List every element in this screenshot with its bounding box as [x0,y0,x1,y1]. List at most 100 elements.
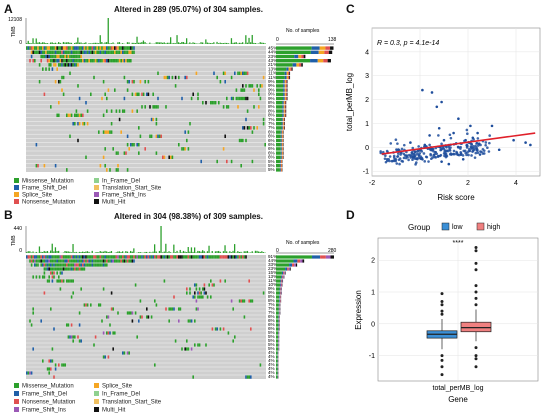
count-bar-segment [283,92,285,96]
mutation-cell [59,259,62,263]
mutation-cell [218,255,220,259]
mutation-cell [194,291,196,295]
mutation-cell [82,121,84,126]
mutation-cell [54,50,57,55]
tmb-bar [98,252,100,253]
mutation-cell [42,359,44,363]
scatter-point [424,155,428,159]
mutation-cell [45,50,47,55]
count-bar-segment [295,263,298,267]
tmb-bar [146,251,148,253]
mutation-cell [82,263,84,267]
mutation-cell [78,113,81,118]
mutation-cell [200,295,202,299]
mutation-cell [75,50,78,55]
mutation-cell [80,263,82,267]
mutation-cell [112,331,114,335]
sample-count-bars-a [276,43,334,172]
mutation-cell [50,255,52,259]
mutation-cell [224,79,226,84]
box-outlier [474,261,478,265]
tmb-bar [99,35,101,44]
mutation-cell [43,271,46,275]
mutation-cell [46,279,49,283]
tmb-bar [67,251,69,253]
mutation-cell [48,54,50,59]
mutation-cell [184,75,186,80]
tmb-bar [50,250,52,253]
mutation-cell [42,67,44,71]
legend-swatch [94,185,99,190]
mutation-cell [131,311,134,315]
mutation-cell [210,279,212,283]
mutation-cell [61,363,63,367]
count-bar-segment [284,80,286,84]
panel-letter-a: A [4,2,13,16]
mutation-cell [82,255,84,259]
tmb-bar [90,43,92,44]
mutation-cell [168,155,170,160]
mutation-cell [54,46,57,50]
gene-percent: 4% [268,354,275,359]
tmb-bar [160,226,162,253]
mutation-cell [45,267,47,271]
mutation-cell [88,50,90,55]
mutation-cell [75,113,78,118]
scatter-points [379,88,532,166]
mutation-cell [48,367,50,371]
mutation-cell [69,267,71,271]
nsamples-axis-label-a: No. of samples [286,28,320,34]
mutation-cell [93,255,95,259]
tmb-bar [27,40,29,44]
mutation-cell [56,263,58,267]
mutation-cell [62,75,65,80]
nsamples-tick-max-b: 280 [328,248,337,254]
count-bar-segment [289,71,291,75]
mutation-cell [30,255,33,259]
gene-percent: 13% [268,274,277,279]
mutation-cell [166,255,169,259]
mutation-cell [51,67,54,71]
tmb-min-label-b: 0 [19,248,22,254]
mutation-cell [194,319,196,323]
mutation-cell [78,323,81,327]
mutation-cell [53,46,55,50]
mutation-cell [146,307,148,311]
mutation-cell [232,307,234,311]
mutation-cell [197,291,199,295]
mutation-cell [181,96,183,101]
mutation-cell [98,46,100,50]
mutation-cell [240,88,242,92]
mutation-cell [80,259,82,263]
scatter-point [459,147,462,150]
mutation-cell [32,347,34,351]
count-bar-segment [284,84,286,88]
tmb-bar [211,251,213,253]
tmb-bar [182,250,185,253]
mutation-cell [123,151,126,155]
scatter-point [466,132,469,136]
legend-label: Nonsense_Mutation [22,399,76,406]
mutation-cell [128,79,130,84]
count-bar-segment [276,327,279,331]
count-bar-segment [310,59,318,63]
mutation-cell [78,311,81,315]
tmb-bar [70,252,73,253]
count-bar-segment [285,271,286,275]
mutation-cell [190,255,193,259]
count-bar-segment [293,259,298,263]
mutation-cell [29,255,31,259]
count-bar-segment [276,71,285,75]
mutation-cell [187,147,190,151]
mutation-cell [120,50,122,55]
count-bar-segment [280,130,282,134]
mutation-cell [163,155,166,160]
legend-item: Frame_Shift_Ins [94,192,146,200]
tmb-bar [56,251,58,253]
gene-percent: 9% [268,290,275,295]
mutation-cell [56,259,58,263]
box-outlier [474,296,478,300]
count-bar-segment [282,113,284,117]
mutation-cell [104,263,106,267]
mutation-cell [213,100,215,105]
